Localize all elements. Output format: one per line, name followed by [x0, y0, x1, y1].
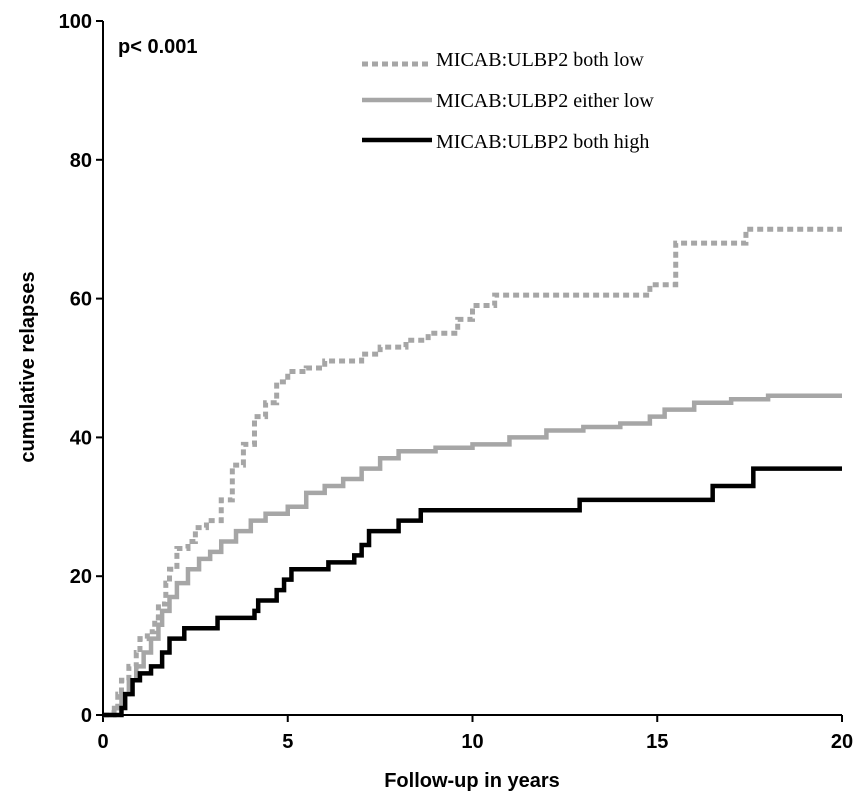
legend-label-both-high: MICAB:ULBP2 both high: [436, 131, 649, 153]
x-tick-label-10: 10: [461, 731, 483, 753]
p-value-annotation: p< 0.001: [118, 36, 198, 58]
x-tick-label-20: 20: [831, 731, 853, 753]
y-tick-label-0: 0: [81, 705, 92, 727]
series-line-1: [103, 393, 842, 718]
y-tick-label-20: 20: [70, 566, 92, 588]
x-tick-label-0: 0: [97, 731, 108, 753]
y-tick-label-40: 40: [70, 427, 92, 449]
x-tick-label-5: 5: [282, 731, 293, 753]
legend: MICAB:ULBP2 both low MICAB:ULBP2 either …: [362, 49, 654, 153]
x-tick-label-15: 15: [646, 731, 668, 753]
series-line-2: [103, 466, 842, 718]
y-axis-ticks: 0 20 40 60 80 100: [59, 11, 103, 727]
series-line-0: [103, 226, 842, 718]
y-tick-label-80: 80: [70, 150, 92, 172]
y-tick-label-60: 60: [70, 289, 92, 311]
legend-label-both-low: MICAB:ULBP2 both low: [436, 49, 644, 71]
x-axis-ticks: 0 5 10 15 20: [97, 715, 853, 753]
y-tick-label-100: 100: [59, 11, 92, 33]
legend-label-either-low: MICAB:ULBP2 either low: [436, 90, 654, 112]
x-axis-title: Follow-up in years: [384, 770, 560, 792]
y-axis-title: cumulative relapses: [17, 271, 39, 462]
series-layer: [103, 226, 842, 718]
